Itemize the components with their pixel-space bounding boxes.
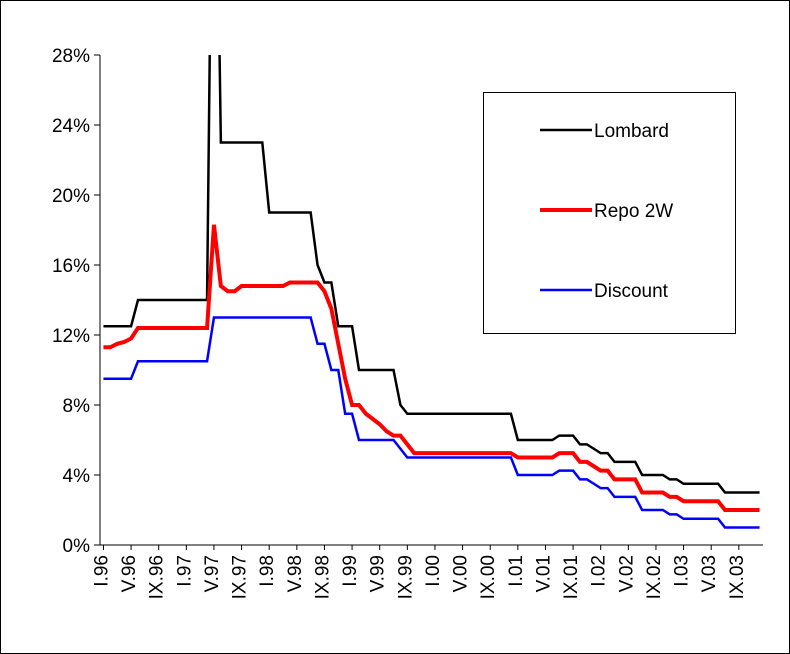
x-tick-label: V.96 xyxy=(119,555,140,592)
x-tick-label: I.99 xyxy=(340,555,361,587)
legend-label: Discount xyxy=(594,281,669,302)
x-tick-label: V.02 xyxy=(616,555,637,592)
y-tick-label: 12% xyxy=(52,326,90,347)
x-tick-label: I.03 xyxy=(672,555,693,587)
legend-label: Repo 2W xyxy=(594,201,673,222)
y-tick-label: 28% xyxy=(52,46,90,67)
x-tick-label: V.01 xyxy=(533,555,554,592)
y-tick-label: 24% xyxy=(52,116,90,137)
x-tick-label: IX.98 xyxy=(312,555,333,599)
x-tick-label: IX.96 xyxy=(147,555,168,599)
x-tick-label: I.02 xyxy=(589,555,610,587)
x-tick-label: IX.99 xyxy=(395,555,416,599)
series-line xyxy=(103,55,760,494)
x-tick-label: I.96 xyxy=(91,555,112,587)
legend-box xyxy=(483,92,736,334)
x-tick-label: V.00 xyxy=(451,555,472,592)
series-line xyxy=(103,224,760,512)
x-tick-label: I.00 xyxy=(423,555,444,587)
x-tick-label: V.98 xyxy=(285,555,306,592)
y-tick-label: 20% xyxy=(52,186,90,207)
y-tick-label: 0% xyxy=(63,536,91,557)
y-tick-label: 16% xyxy=(52,256,90,277)
x-tick-label: IX.02 xyxy=(644,555,665,599)
x-tick-label: IX.01 xyxy=(561,555,582,599)
x-tick-label: V.03 xyxy=(699,555,720,592)
x-tick-label: I.97 xyxy=(174,555,195,587)
x-tick-label: I.98 xyxy=(257,555,278,587)
x-tick-label: I.01 xyxy=(506,555,527,587)
plot-lines xyxy=(103,55,760,529)
x-tick-label: V.99 xyxy=(368,555,389,592)
x-tick-label: IX.97 xyxy=(230,555,251,599)
x-tick-label: V.97 xyxy=(202,555,223,592)
x-tick-label: IX.00 xyxy=(478,555,499,599)
y-tick-label: 8% xyxy=(63,396,91,417)
x-tick-label: IX.03 xyxy=(727,555,748,599)
y-tick-label: 4% xyxy=(63,466,91,487)
legend-label: Lombard xyxy=(594,121,669,142)
series-line xyxy=(103,316,760,529)
